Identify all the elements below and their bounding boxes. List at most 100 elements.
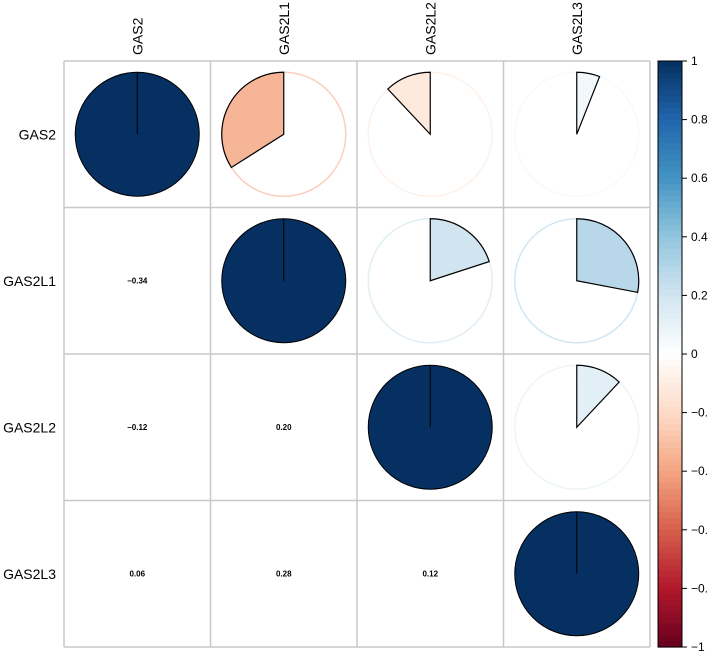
colorbar-segment <box>658 184 682 191</box>
colorbar-segment <box>658 143 682 150</box>
colorbar-segment <box>658 459 682 466</box>
colorbar-segment <box>658 418 682 425</box>
pie-cell-GAS2L1-GAS2L3 <box>514 218 640 344</box>
colorbar-segment <box>658 371 682 379</box>
colorbar-segment <box>658 482 682 490</box>
pie-cell-GAS2L1-GAS2L1 <box>221 218 347 344</box>
colorbar-segment <box>658 523 682 531</box>
correlation-value-GAS2L3-GAS2L1: 0.28 <box>276 569 292 578</box>
colorbar-segment <box>658 219 682 226</box>
row-label-GAS2L1: GAS2L1 <box>3 273 56 289</box>
colorbar-segment <box>658 605 682 613</box>
colorbar-segment <box>658 635 682 642</box>
cells-layer: −0.34 −0.12 0.20 0.06 0.28 0.12 <box>74 71 640 637</box>
colorbar-segment <box>658 547 682 554</box>
pie-slice <box>576 71 601 135</box>
colorbar-segment <box>658 348 682 355</box>
colorbar-segment <box>658 66 682 74</box>
colorbar-segment <box>658 307 682 314</box>
colorbar-segment <box>658 189 682 197</box>
colorbar-segment <box>658 359 682 367</box>
column-label-GAS2L1: GAS2L1 <box>276 2 292 55</box>
colorbar-segment <box>658 641 682 648</box>
colorbar-segment <box>658 289 682 296</box>
correlation-value-GAS2L2-GAS2L1: 0.20 <box>276 423 292 432</box>
colorbar-segment <box>658 96 682 103</box>
pie-cell-GAS2-GAS2 <box>74 71 200 197</box>
colorbar-segment <box>658 412 682 420</box>
colorbar-segment <box>658 518 682 525</box>
colorbar-segment <box>658 395 682 402</box>
colorbar-segment <box>658 254 682 261</box>
colorbar-segment <box>658 61 682 68</box>
colorbar-segment <box>658 137 682 144</box>
colorbar-segment <box>658 295 682 302</box>
correlation-value-GAS2L3-GAS2L2: 0.12 <box>422 569 438 578</box>
colorbar-segment <box>658 447 682 455</box>
colorbar-segment <box>658 72 682 80</box>
colorbar-segment <box>658 553 682 560</box>
colorbar-segment <box>658 582 682 589</box>
colorbar-segment <box>658 195 682 203</box>
colorbar-segment <box>658 570 682 578</box>
colorbar-segment <box>658 535 682 543</box>
colorbar-segment <box>658 260 682 267</box>
colorbar-segment <box>658 125 682 132</box>
colorbar: 1 0.8 0.6 0.4 0.2 0 −0.2 −0.4 −0.6 −0.8 −1 <box>657 54 708 651</box>
colorbar-segment <box>658 529 682 537</box>
colorbar-segment <box>658 207 682 214</box>
colorbar-segment <box>658 84 682 91</box>
colorbar-segment <box>658 266 682 273</box>
colorbar-segment <box>658 541 682 548</box>
colorbar-segment <box>658 277 682 285</box>
colorbar-tick-label: 0.8 <box>691 113 708 127</box>
colorbar-segment <box>658 594 682 601</box>
colorbar-segment <box>658 336 682 343</box>
colorbar-segment <box>658 623 682 631</box>
colorbar-segment <box>658 213 682 220</box>
colorbar-segment <box>658 465 682 472</box>
colorbar-segment <box>658 377 682 384</box>
pie-cell-GAS2L3-GAS2L3 <box>514 511 640 637</box>
colorbar-segment <box>658 78 682 86</box>
pie-slice <box>576 364 621 429</box>
pie-cell-GAS2-GAS2L3 <box>514 71 640 197</box>
colorbar-tick-label: 0.6 <box>691 171 708 185</box>
colorbar-segment <box>658 354 682 361</box>
colorbar-segment <box>658 365 682 373</box>
colorbar-segment <box>658 406 682 414</box>
colorbar-segment <box>658 242 682 250</box>
colorbar-segment <box>658 559 682 566</box>
colorbar-segment <box>658 453 682 461</box>
colorbar-segment <box>658 154 682 162</box>
colorbar-segment <box>658 107 682 115</box>
colorbar-segment <box>658 148 682 156</box>
colorbar-segment <box>658 494 682 502</box>
colorbar-segment <box>658 119 682 127</box>
colorbar-segment <box>658 488 682 496</box>
pie-cell-GAS2L1-GAS2L2 <box>367 218 493 344</box>
colorbar-tick-label: 0.2 <box>691 288 708 302</box>
colorbar-segment <box>658 430 682 437</box>
colorbar-segment <box>658 312 682 320</box>
colorbar-segment <box>658 271 682 279</box>
grid-layer <box>63 60 651 648</box>
colorbar-segment <box>658 400 682 408</box>
pie-slice <box>221 71 285 169</box>
colorbar-segment <box>658 131 682 138</box>
colorbar-segment <box>658 160 682 168</box>
colorbar-segment <box>658 178 682 185</box>
colorbar-segment <box>658 230 682 238</box>
colorbar-tick-label: 0.4 <box>691 230 708 244</box>
colorbar-segment <box>658 389 682 396</box>
colorbar-segment <box>658 283 682 291</box>
colorbar-tick-label: 0 <box>691 347 698 361</box>
pie-cell-GAS2L2-GAS2L3 <box>514 364 640 490</box>
colorbar-segment <box>658 318 682 326</box>
colorbar-tick-label: −0.2 <box>691 406 708 420</box>
colorbar-segment <box>658 600 682 607</box>
colorbar-segment <box>658 576 682 584</box>
colorbar-segment <box>658 436 682 443</box>
colorbar-segment <box>658 617 682 625</box>
